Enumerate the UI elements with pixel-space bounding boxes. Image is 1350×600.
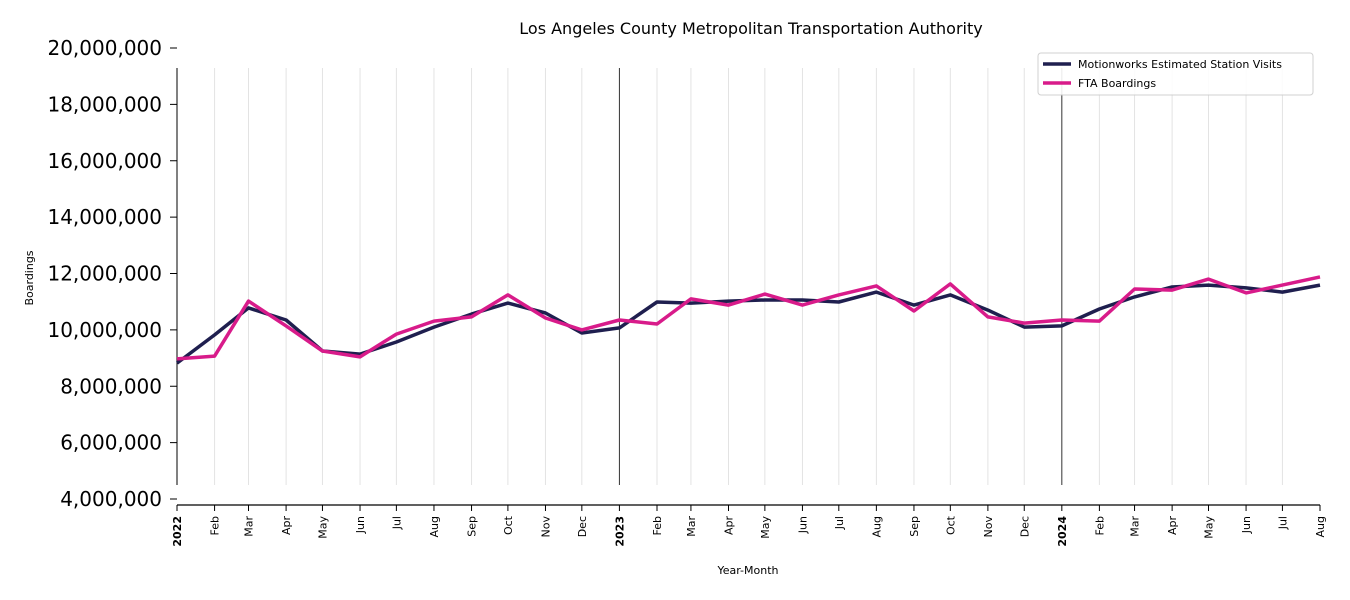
legend-label: Motionworks Estimated Station Visits <box>1078 58 1282 71</box>
x-tick-label: Jul <box>833 516 846 530</box>
y-tick-label: 20,000,000 <box>47 36 162 60</box>
x-tick-label: May <box>1202 516 1215 539</box>
x-tick-label: Mar <box>243 516 256 537</box>
x-tick-label: Jul <box>1276 516 1289 530</box>
x-tick-label: 2023 <box>613 516 626 547</box>
x-tick-label: Nov <box>539 516 552 538</box>
x-tick-label: Dec <box>1018 516 1031 537</box>
x-tick-label: May <box>759 516 772 539</box>
legend-label: FTA Boardings <box>1078 77 1156 90</box>
y-tick-label: 12,000,000 <box>47 262 162 286</box>
x-tick-label: Aug <box>1314 516 1327 537</box>
x-tick-label: Aug <box>428 516 441 537</box>
x-tick-label: Feb <box>209 516 222 535</box>
x-tick-label: Mar <box>1129 516 1142 537</box>
x-tick-label: Aug <box>870 516 883 537</box>
x-tick-label: Feb <box>651 516 664 535</box>
x-tick-label: Apr <box>280 516 293 536</box>
x-tick-label: Feb <box>1093 516 1106 535</box>
x-tick-label: Jun <box>354 516 367 534</box>
x-tick-label: Jun <box>796 516 809 534</box>
x-tick-label: May <box>316 516 329 539</box>
x-tick-label: 2024 <box>1056 516 1069 547</box>
y-tick-label: 8,000,000 <box>60 374 162 398</box>
x-tick-label: Nov <box>982 516 995 538</box>
x-tick-label: Sep <box>466 516 479 537</box>
y-tick-label: 10,000,000 <box>47 318 162 342</box>
x-tick-label: Oct <box>944 515 957 535</box>
x-tick-label: 2022 <box>171 516 184 547</box>
y-tick-label: 6,000,000 <box>60 431 162 455</box>
x-tick-label: Jun <box>1240 516 1253 534</box>
series-line-motionworks <box>175 283 1321 365</box>
chart-title: Los Angeles County Metropolitan Transpor… <box>519 19 982 38</box>
legend: Motionworks Estimated Station Visits FTA … <box>1037 52 1314 96</box>
x-tick-label: Sep <box>908 516 921 537</box>
y-tick-label: 18,000,000 <box>47 92 162 116</box>
x-tick-label: Dec <box>576 516 589 537</box>
x-tick-label: Mar <box>685 516 698 537</box>
x-tick-label: Apr <box>723 516 736 536</box>
x-axis-label: Year-Month <box>716 564 778 577</box>
y-tick-label: 14,000,000 <box>47 205 162 229</box>
y-tick-label: 16,000,000 <box>47 149 162 173</box>
x-tick-label: Jul <box>390 516 403 530</box>
x-tick-label: Apr <box>1166 516 1179 536</box>
y-axis-label: Boardings <box>23 250 36 305</box>
y-tick-label: 4,000,000 <box>60 487 162 511</box>
legend-box <box>1037 52 1314 96</box>
x-tick-label: Oct <box>502 515 515 535</box>
series-line-fta <box>176 275 1321 361</box>
